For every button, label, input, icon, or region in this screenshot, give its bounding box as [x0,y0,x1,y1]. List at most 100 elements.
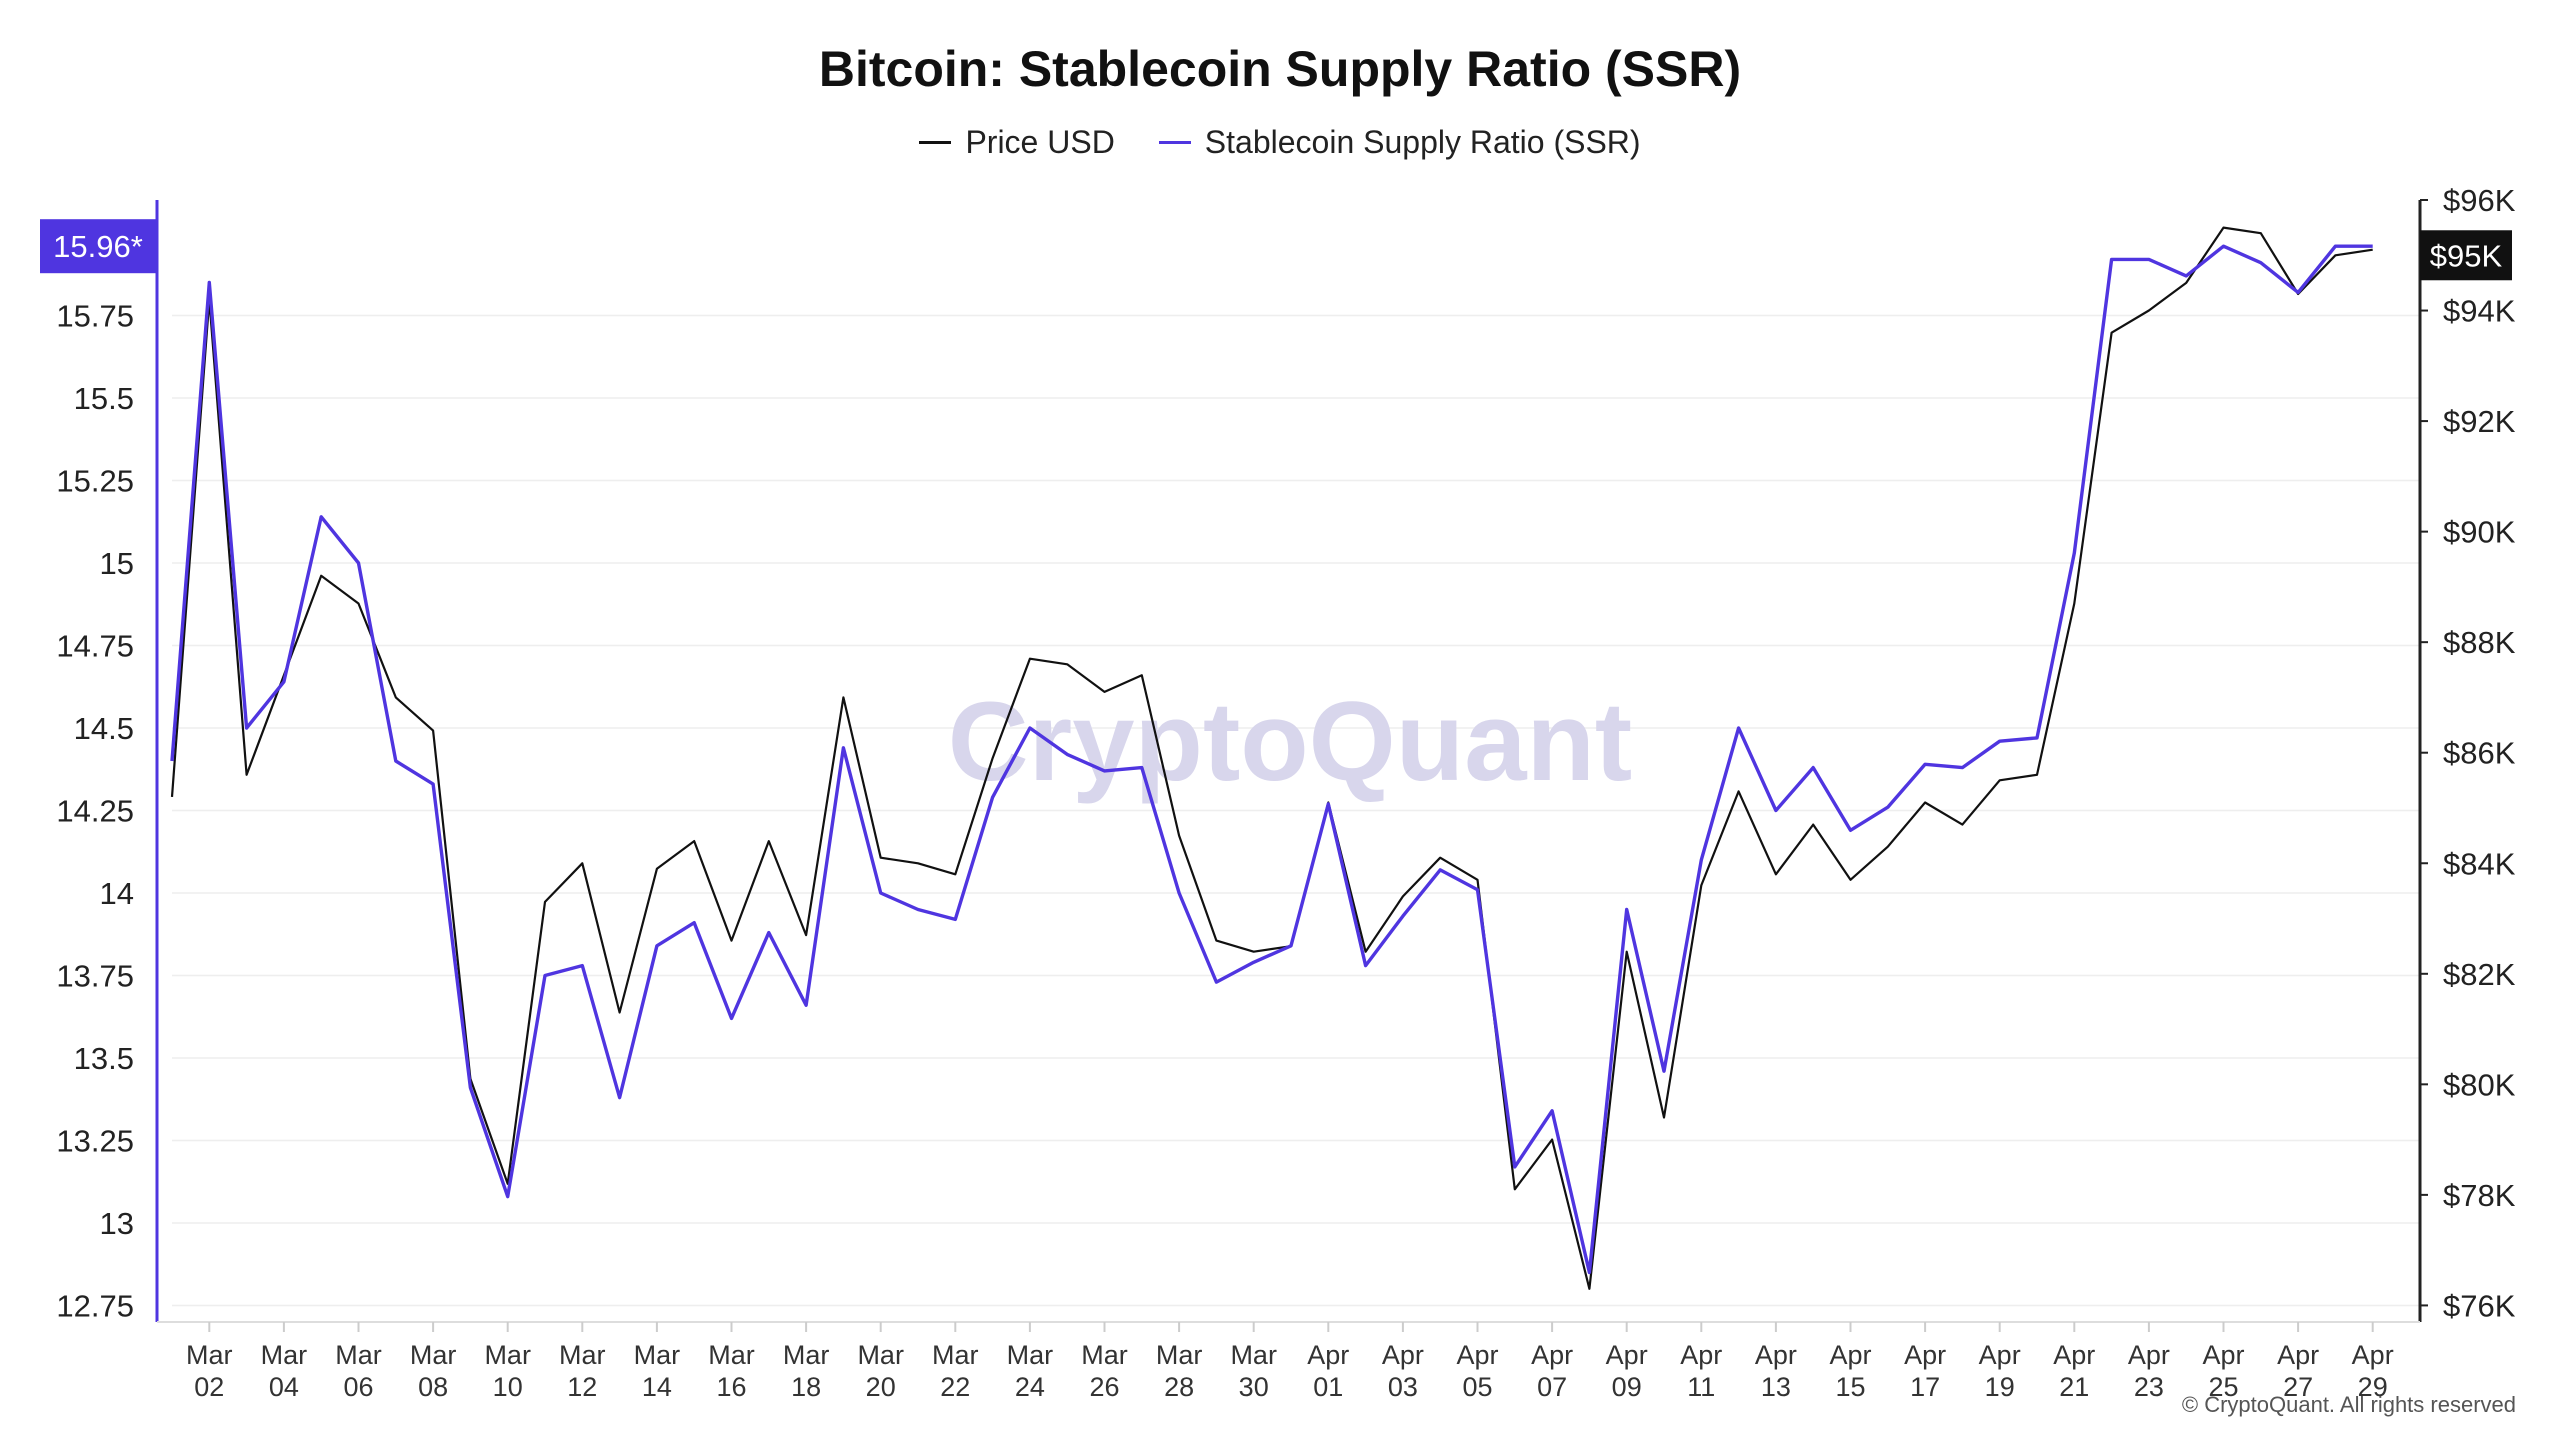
value-badges: 15.96* $95K [40,219,2512,281]
x-tick-label-day: 15 [1835,1372,1865,1402]
x-tick-label-day: 04 [269,1372,299,1402]
x-tick-label-month: Mar [1156,1340,1203,1370]
x-tick-label-month: Apr [2202,1340,2244,1370]
x-tick-label-month: Mar [261,1340,308,1370]
x-tick-label-day: 13 [1761,1372,1791,1402]
y-left-tick-label: 13 [100,1206,134,1241]
y-left-tick-label: 15 [100,546,134,581]
x-tick-label-month: Apr [2128,1340,2170,1370]
y-right-tick-label: $86K [2443,736,2516,771]
price-usd-line [170,226,2373,1290]
x-tick-label-month: Apr [2053,1340,2095,1370]
x-tick-label-month: Apr [1680,1340,1722,1370]
y-right-tick-label: $82K [2443,957,2516,992]
legend-label-price: Price USD [965,124,1115,160]
x-tick-label-month: Mar [857,1340,904,1370]
ssr-current-badge-label: 15.96* [53,229,143,264]
x-tick-label-month: Apr [1456,1340,1498,1370]
x-tick-label-month: Apr [1531,1340,1573,1370]
x-tick-label-day: 19 [1985,1372,2015,1402]
y-left-tick-label: 15.5 [74,381,134,416]
watermark: CryptoQuant [948,679,1632,804]
ssr-line [170,244,2373,1275]
x-tick-label-day: 05 [1462,1372,1492,1402]
x-tick-label-day: 03 [1388,1372,1418,1402]
series [170,226,2373,1290]
x-tick-label-day: 07 [1537,1372,1567,1402]
x-tick-label-day: 01 [1313,1372,1343,1402]
y-left-tick-label: 14.5 [74,711,134,746]
x-tick-label-month: Apr [1606,1340,1648,1370]
x-tick-label-day: 08 [418,1372,448,1402]
x-tick-label-month: Apr [2277,1340,2319,1370]
x-tick-label-day: 26 [1089,1372,1119,1402]
y-left-tick-label: 14 [100,876,134,911]
legend-swatch-price [919,141,952,144]
y-left-tick-label: 13.25 [56,1124,134,1159]
x-tick-label-month: Mar [1230,1340,1277,1370]
x-tick-label-month: Mar [783,1340,830,1370]
x-tick-label-day: 28 [1164,1372,1194,1402]
y-right-tick-label: $84K [2443,846,2516,881]
legend: Price USD Stablecoin Supply Ratio (SSR) [0,124,2560,161]
x-tick-label-month: Mar [634,1340,681,1370]
x-tick-label-day: 30 [1239,1372,1269,1402]
x-tick-label-month: Mar [1007,1340,1054,1370]
x-tick-label-month: Apr [1382,1340,1424,1370]
y-right-tick-label: $94K [2443,294,2516,329]
x-tick-label-month: Mar [559,1340,606,1370]
y-right-tick-label: $90K [2443,515,2516,550]
y-left-tick-label: 15.75 [56,299,134,334]
x-tick-label-day: 22 [940,1372,970,1402]
x-tick-label-month: Mar [932,1340,979,1370]
x-tick-label-day: 29 [2358,1372,2388,1402]
chart-title: Bitcoin: Stablecoin Supply Ratio (SSR) [818,41,1742,97]
y-left-tick-label: 14.25 [56,794,134,829]
x-tick-label-day: 14 [642,1372,672,1402]
y-left-tick-label: 12.75 [56,1289,134,1324]
x-tick-label-day: 09 [1612,1372,1642,1402]
x-tick-label-month: Apr [1755,1340,1797,1370]
x-tick-label-month: Apr [1904,1340,1946,1370]
x-tick-label-day: 02 [194,1372,224,1402]
y-right-tick-label: $80K [2443,1067,2516,1102]
x-tick-label-month: Mar [410,1340,457,1370]
axes: 12.75 13 13.25 13.5 13.75 14 14.25 14.5 14.75 15 1… [56,183,2515,1402]
y-left-tick-label: 14.75 [56,629,134,664]
x-tick-label-month: Mar [708,1340,755,1370]
y-right-tick-label: $96K [2443,183,2516,218]
x-tick-label-day: 25 [2208,1372,2238,1402]
x-tick-label-day: 18 [791,1372,821,1402]
legend-item-price[interactable]: Price USD [919,124,1115,161]
x-tick-label-month: Apr [1307,1340,1349,1370]
copyright-text: © CryptoQuant. All rights reserved [2181,1392,2516,1417]
x-tick-label-day: 20 [866,1372,896,1402]
x-tick-label-day: 16 [716,1372,746,1402]
x-tick-label-day: 21 [2059,1372,2089,1402]
x-tick-label-month: Mar [1081,1340,1128,1370]
price-current-badge-label: $95K [2430,238,2503,273]
y-left-tick-label: 13.5 [74,1041,134,1076]
x-tick-label-day: 17 [1910,1372,1940,1402]
x-tick-label-day: 06 [343,1372,373,1402]
x-tick-label-day: 12 [567,1372,597,1402]
y-right-tick-label: $88K [2443,625,2516,660]
y-right-tick-label: $92K [2443,404,2516,439]
x-tick-label-day: 23 [2134,1372,2164,1402]
grid [172,314,2420,1307]
x-tick-label-month: Mar [186,1340,233,1370]
x-tick-label-day: 10 [493,1372,523,1402]
x-tick-label-month: Apr [1979,1340,2021,1370]
y-right-tick-label: $78K [2443,1178,2516,1213]
ssr-current-badge [40,219,157,274]
x-tick-label-month: Apr [2352,1340,2394,1370]
y-left-tick-label: 15.25 [56,464,134,499]
legend-item-ssr[interactable]: Stablecoin Supply Ratio (SSR) [1158,124,1641,161]
x-tick-label-day: 27 [2283,1372,2313,1402]
x-tick-label-month: Apr [1829,1340,1871,1370]
price-current-badge [2420,230,2512,281]
x-tick-label-month: Mar [335,1340,382,1370]
legend-swatch-ssr [1158,141,1191,144]
x-tick-label-day: 24 [1015,1372,1045,1402]
